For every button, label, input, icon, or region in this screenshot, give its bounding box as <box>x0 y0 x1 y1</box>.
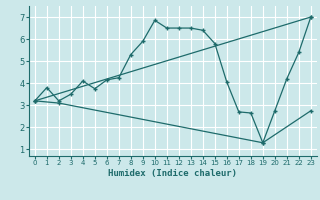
X-axis label: Humidex (Indice chaleur): Humidex (Indice chaleur) <box>108 169 237 178</box>
